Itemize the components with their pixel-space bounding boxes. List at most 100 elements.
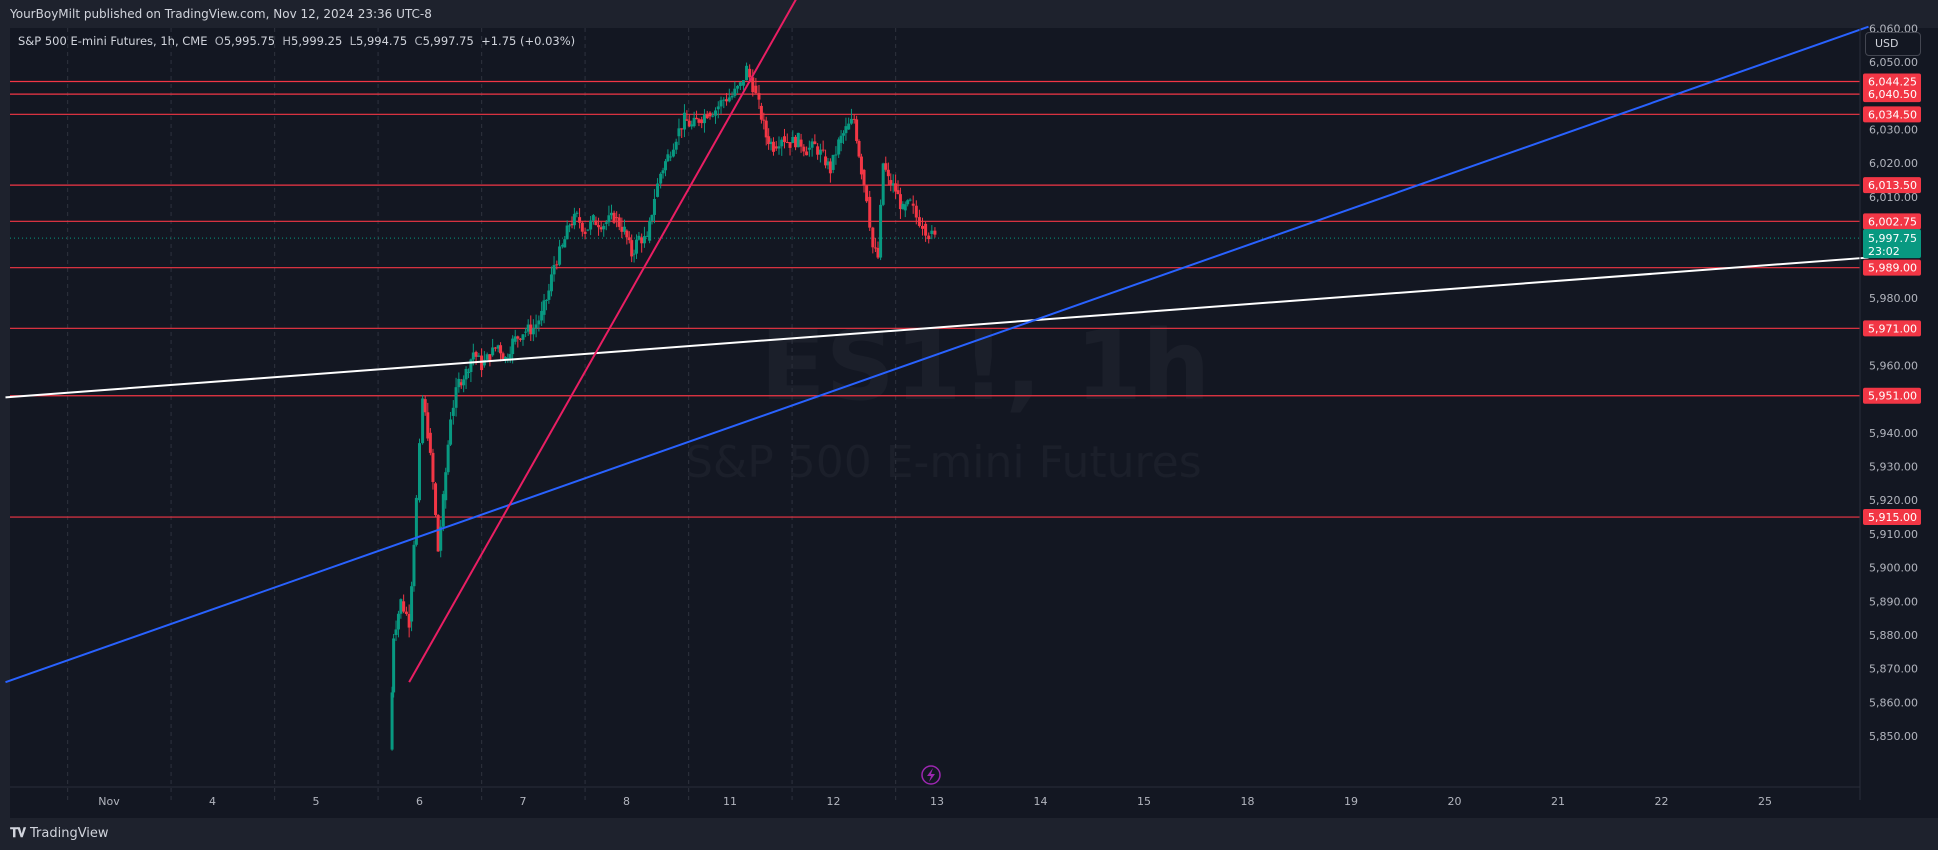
candle-body <box>697 119 701 123</box>
candle-body <box>597 225 601 228</box>
candle-body <box>834 154 838 156</box>
candle-body <box>933 230 937 235</box>
candle-body <box>555 264 559 266</box>
bar-countdown-label: 23:02 <box>1868 245 1900 258</box>
candle-body <box>821 149 825 151</box>
candle-body <box>635 239 639 254</box>
price-axis-label: 6,030.00 <box>1869 124 1918 137</box>
candle-body <box>392 638 396 693</box>
chart-pane[interactable] <box>10 28 1938 818</box>
currency-button[interactable]: USD <box>1865 32 1921 56</box>
tradingview-brand[interactable]: 𝐓𝐕 TradingView <box>10 826 109 841</box>
high-label: H <box>282 34 292 48</box>
candle-body <box>534 324 538 329</box>
lightning-event-icon[interactable] <box>921 765 941 785</box>
candle-body <box>501 353 505 360</box>
candle-body <box>714 110 718 116</box>
time-axis-label: 15 <box>1137 795 1151 808</box>
white-trendline[interactable] <box>5 256 1869 399</box>
candle-body <box>499 345 503 354</box>
candle-body <box>407 613 411 628</box>
candle-body <box>692 117 696 127</box>
candle-body <box>645 235 649 237</box>
level-price-label: 5,989.00 <box>1868 262 1917 275</box>
candle-body <box>898 194 902 210</box>
price-axis-label: 5,850.00 <box>1869 730 1918 743</box>
pink-trendline[interactable] <box>408 0 802 683</box>
level-price-label: 6,044.25 <box>1868 75 1917 88</box>
candle-body <box>454 387 458 408</box>
candle-body <box>390 692 394 750</box>
candle-body <box>503 356 507 360</box>
level-price-label: 6,002.75 <box>1868 215 1917 228</box>
level-price-badge <box>1863 177 1921 194</box>
blue-trendline[interactable] <box>5 25 1869 684</box>
candle-body <box>868 196 872 228</box>
candle-body <box>659 173 663 184</box>
candle-body <box>451 407 455 416</box>
candle-body <box>839 135 843 143</box>
candle-body <box>537 320 541 325</box>
time-axis-label: 8 <box>623 795 630 808</box>
candle-body <box>908 199 912 201</box>
candle-body <box>627 237 631 241</box>
time-axis-label: 5 <box>313 795 320 808</box>
candle-body <box>491 347 495 356</box>
candle-body <box>650 214 654 221</box>
candle-body <box>418 443 421 501</box>
candle-body <box>640 237 644 244</box>
candle-body <box>680 128 684 130</box>
candle-body <box>444 472 448 501</box>
candle-body <box>914 205 918 218</box>
candle-body <box>661 170 665 174</box>
candle-body <box>423 399 427 413</box>
level-price-label: 6,013.50 <box>1868 179 1917 192</box>
candle-body <box>607 215 611 223</box>
candle-body <box>648 220 652 241</box>
candle-body <box>754 85 758 94</box>
level-price-badge <box>1863 509 1921 526</box>
candle-body <box>818 149 822 155</box>
footer-bar: 𝐓𝐕 TradingView <box>0 818 1938 850</box>
candle-body <box>436 514 440 552</box>
candle-body <box>615 217 619 219</box>
time-axis-label: 12 <box>827 795 841 808</box>
candle-body <box>855 119 859 141</box>
level-price-badge <box>1863 213 1921 230</box>
candle-body <box>695 117 699 120</box>
candle-body <box>549 274 553 292</box>
candle-body <box>656 183 660 197</box>
candle-body <box>771 141 775 152</box>
symbol-legend[interactable]: S&P 500 E-mini Futures, 1h, CME O5,995.7… <box>18 34 575 48</box>
candle-body <box>799 139 803 147</box>
candle-body <box>736 85 740 89</box>
candle-body <box>394 629 398 635</box>
symbol-name[interactable]: S&P 500 E-mini Futures, 1h, CME <box>18 34 208 48</box>
level-price-badge <box>1863 106 1921 123</box>
candle-body <box>563 239 567 248</box>
candle-body <box>496 345 500 349</box>
candle-body <box>837 139 841 155</box>
candle-body <box>591 215 595 221</box>
candle-body <box>917 217 921 226</box>
candle-body <box>769 141 773 145</box>
candle-body <box>602 225 606 230</box>
candle-body <box>751 77 755 93</box>
candle-body <box>794 136 798 148</box>
candle-body <box>488 354 492 361</box>
candle-body <box>464 368 468 380</box>
candle-body <box>531 328 535 335</box>
candle-body <box>529 324 533 335</box>
candle-body <box>762 119 766 121</box>
candle-body <box>844 126 848 134</box>
candle-body <box>677 128 681 137</box>
candle-body <box>439 526 443 551</box>
candle-body <box>620 226 624 232</box>
candle-body <box>568 225 572 227</box>
current-price-badge <box>1863 229 1921 259</box>
candle-body <box>783 136 787 142</box>
candle-body <box>446 444 450 473</box>
price-axis-label: 5,930.00 <box>1869 461 1918 474</box>
price-axis-label: 5,900.00 <box>1869 562 1918 575</box>
